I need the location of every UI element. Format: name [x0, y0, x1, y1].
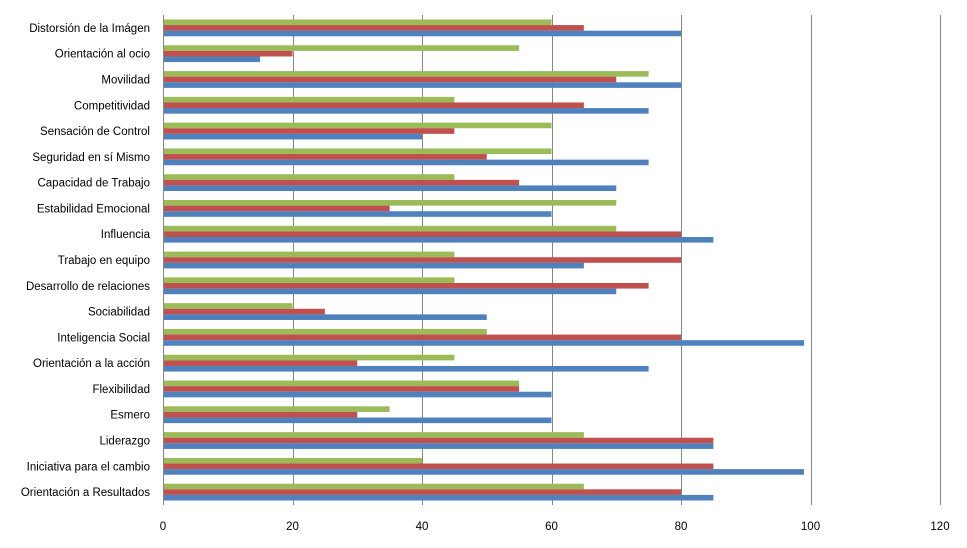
category-label: Orientación al ocio	[55, 49, 150, 61]
bar-12-series-3	[163, 314, 487, 320]
category-label: Inteligencia Social	[57, 332, 150, 344]
x-tick-label: 20	[286, 521, 299, 533]
category-label: Influencia	[101, 229, 151, 241]
x-tick-label: 60	[545, 521, 558, 533]
bar-3-series-2	[163, 76, 617, 83]
bar-13-series-3	[163, 340, 805, 346]
bar-6-series-2	[163, 154, 487, 160]
bar-13-series-2	[163, 334, 681, 341]
bar-18-series-3	[163, 469, 805, 475]
bar-19-series-1	[163, 483, 584, 490]
category-labels: Distorsión de la Imágen Orientación al oc…	[21, 23, 151, 499]
bar-9-series-1	[163, 225, 617, 232]
bar-12-series-1	[163, 303, 293, 309]
category-label: Desarrollo de relaciones	[26, 281, 150, 293]
x-tick-label: 80	[675, 521, 688, 533]
category-label: Iniciativa para el cambio	[27, 461, 150, 473]
bar-7-series-2	[163, 179, 520, 186]
x-tick-label: 0	[160, 521, 166, 533]
category-label: Sociabilidad	[88, 307, 150, 319]
bar-6-series-1	[163, 148, 552, 155]
bar-5-series-2	[163, 128, 455, 134]
category-label: Distorsión de la Imágen	[29, 23, 150, 35]
bar-17-series-1	[163, 432, 584, 438]
bars	[163, 19, 805, 501]
bar-4-series-1	[163, 96, 455, 103]
bar-2-series-3	[163, 56, 261, 63]
bar-3-series-1	[163, 71, 649, 77]
bar-9-series-2	[163, 231, 681, 238]
bar-7-series-3	[163, 185, 617, 192]
bar-10-series-3	[163, 262, 584, 269]
category-label: Competitividad	[74, 100, 150, 112]
bar-15-series-2	[163, 386, 520, 392]
bar-15-series-3	[163, 391, 552, 398]
bar-18-series-1	[163, 457, 422, 464]
x-tick-label: 40	[416, 521, 429, 533]
x-tick-label: 120	[930, 521, 949, 533]
bar-8-series-3	[163, 211, 552, 217]
bar-15-series-1	[163, 380, 520, 387]
bar-18-series-2	[163, 463, 714, 470]
bar-19-series-3	[163, 494, 714, 501]
bar-9-series-3	[163, 237, 714, 243]
bar-14-series-2	[163, 360, 358, 366]
category-label: Liderazgo	[99, 436, 150, 448]
bar-14-series-3	[163, 365, 649, 372]
bar-17-series-3	[163, 443, 714, 449]
bar-11-series-3	[163, 288, 617, 295]
bar-4-series-2	[163, 102, 584, 109]
bar-5-series-3	[163, 133, 422, 140]
category-label: Movilidad	[101, 74, 150, 86]
bar-7-series-1	[163, 174, 455, 180]
bar-6-series-3	[163, 159, 649, 166]
bar-1-series-3	[163, 30, 681, 37]
x-tick-label: 100	[801, 521, 820, 533]
category-label: Capacidad de Trabajo	[37, 178, 150, 190]
bar-10-series-1	[163, 251, 455, 258]
bar-5-series-1	[163, 122, 552, 129]
bar-14-series-1	[163, 354, 455, 361]
category-label: Esmero	[110, 410, 150, 422]
category-label: Sensación de Control	[40, 126, 150, 138]
category-label: Trabajo en equipo	[58, 255, 150, 267]
bar-17-series-2	[163, 437, 714, 444]
bar-16-series-2	[163, 411, 358, 418]
bar-8-series-2	[163, 205, 390, 212]
bar-16-series-1	[163, 406, 390, 412]
x-tick-labels: 0 20 40 60 80 100 120	[160, 521, 950, 533]
bar-2-series-1	[163, 45, 520, 51]
bar-13-series-1	[163, 328, 487, 335]
category-label: Seguridad en sí Mismo	[32, 152, 150, 164]
bar-3-series-3	[163, 82, 681, 88]
bar-1-series-2	[163, 25, 584, 31]
bar-19-series-2	[163, 489, 681, 495]
bar-10-series-2	[163, 257, 681, 263]
bar-11-series-2	[163, 282, 649, 289]
category-label: Orientación a la acción	[33, 358, 150, 370]
bar-2-series-2	[163, 50, 293, 57]
category-label: Orientación a Resultados	[21, 487, 150, 499]
bar-4-series-3	[163, 108, 649, 114]
bar-8-series-1	[163, 200, 617, 206]
bar-1-series-1	[163, 19, 552, 26]
bar-16-series-3	[163, 417, 552, 424]
bar-12-series-2	[163, 308, 325, 315]
category-label: Estabilidad Emocional	[37, 203, 150, 215]
category-label: Flexibilidad	[92, 384, 150, 396]
bar-11-series-1	[163, 277, 455, 283]
